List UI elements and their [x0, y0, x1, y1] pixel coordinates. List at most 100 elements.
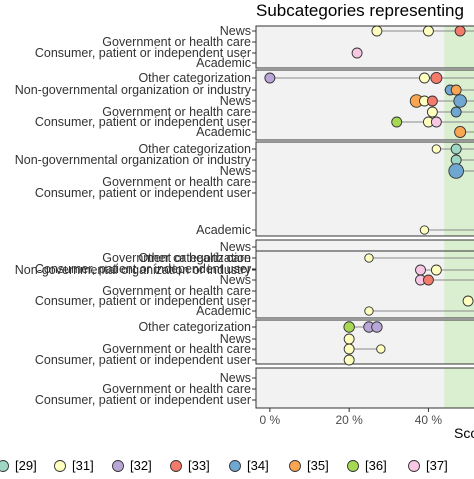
legend-label: [34] [247, 458, 269, 473]
legend-label: [29] [15, 458, 37, 473]
row-label: Consumer, patient or independent user [35, 262, 251, 276]
row-label: Government or health care [102, 284, 251, 298]
data-point [462, 295, 474, 307]
legend-swatch [408, 460, 420, 472]
shaded-region [444, 320, 474, 364]
legend-swatch [112, 460, 124, 472]
legend-label: [32] [130, 458, 152, 473]
data-point [422, 25, 434, 37]
row-label: Academic [196, 125, 251, 139]
data-point [371, 321, 383, 333]
legend-swatch [0, 460, 9, 472]
legend: [29] [31] [32] [33] [34] [35] [36] [37] [0, 458, 448, 473]
data-point [343, 321, 355, 333]
row-label: Government or health care [102, 251, 251, 265]
data-point [351, 47, 363, 59]
data-point [453, 94, 467, 108]
shaded-region [444, 251, 474, 318]
legend-label: [33] [188, 458, 210, 473]
row-label: Government or health care [102, 105, 251, 119]
row-label: Non-governmental organization or industr… [15, 263, 252, 277]
row-label: News [220, 24, 251, 38]
x-tick-label: 0 % [260, 413, 281, 427]
data-point [264, 72, 276, 84]
data-point [364, 306, 374, 316]
row-label: Consumer, patient or independent user [35, 186, 251, 200]
data-point [419, 72, 430, 84]
row-label: Academic [196, 223, 251, 237]
data-point [426, 95, 438, 107]
data-point [454, 126, 467, 138]
x-axis: 0 % 20 % 40 % [260, 408, 442, 427]
data-point [448, 163, 464, 179]
legend-item: [33] [170, 458, 210, 473]
data-point [454, 25, 466, 37]
legend-item: [34] [229, 458, 269, 473]
legend-swatch [54, 460, 66, 472]
row-label: News [220, 94, 251, 108]
row-label: Other categorization [138, 251, 251, 265]
data-point [391, 116, 403, 128]
panel-background [255, 141, 474, 237]
legend-item: [35] [289, 458, 329, 473]
x-tick-label: 20 % [335, 413, 363, 427]
data-point [430, 72, 443, 84]
row-label: Government or health care [102, 342, 251, 356]
row-label: Consumer, patient or independent user [35, 294, 251, 308]
legend-swatch [289, 460, 301, 472]
row-label: Consumer, patient or independent user [35, 353, 251, 367]
row-label: Government or health care [102, 175, 251, 189]
data-point [431, 144, 442, 154]
legend-swatch [170, 460, 182, 472]
data-point [376, 344, 386, 354]
legend-label: [37] [426, 458, 448, 473]
data-point [343, 354, 355, 366]
row-label: Consumer, patient or independent user [35, 393, 251, 407]
data-point [364, 253, 374, 263]
legend-item: [37] [408, 458, 448, 473]
legend-item: [32] [112, 458, 152, 473]
row-label: Consumer, patient or independent user [35, 115, 251, 129]
row-label: Non-governmental organization or industr… [15, 153, 252, 167]
row-label: Academic [196, 304, 251, 318]
data-point [419, 225, 430, 235]
data-point [371, 25, 383, 37]
panel-background [255, 250, 474, 319]
row-label: News [220, 164, 251, 178]
data-point [426, 106, 438, 118]
data-point [450, 84, 462, 96]
legend-label: [31] [72, 458, 94, 473]
row-label: Other categorization [138, 71, 251, 85]
legend-label: [36] [365, 458, 387, 473]
row-label: Other categorization [138, 142, 251, 156]
row-label: News [220, 371, 251, 385]
data-point [343, 333, 355, 345]
data-point [343, 343, 355, 355]
legend-label: [35] [307, 458, 329, 473]
row-label: News [220, 240, 251, 254]
data-point [450, 143, 462, 155]
x-axis-title: Sco [454, 425, 474, 441]
legend-swatch [347, 460, 359, 472]
data-point [415, 264, 426, 276]
legend-item: [29] [0, 458, 37, 473]
row-label: News [220, 332, 251, 346]
row-label: Government or health care [102, 35, 251, 49]
legend-item: [31] [54, 458, 94, 473]
shaded-region [444, 368, 474, 408]
chart-title: Subcategories representing [256, 1, 464, 20]
data-point [422, 274, 434, 286]
panel-background [255, 367, 474, 409]
row-label: Academic [196, 56, 251, 70]
row-label: Non-governmental organization or industr… [15, 83, 252, 97]
row-label: Other categorization [138, 320, 251, 334]
